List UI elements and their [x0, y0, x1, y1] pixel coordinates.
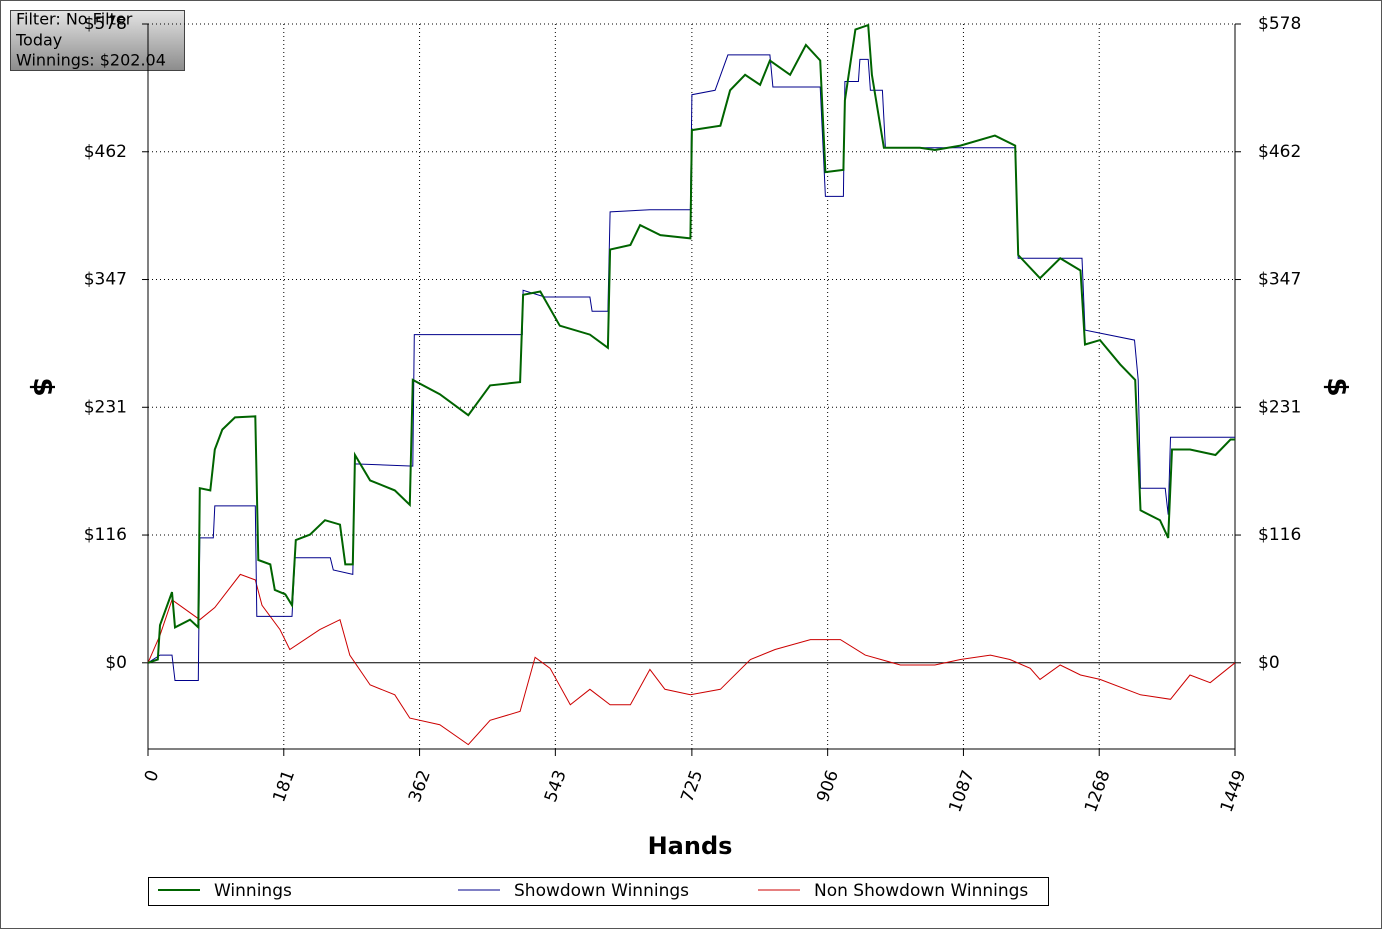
- y2-axis-label: $: [1321, 377, 1354, 396]
- y-tick-label: $347: [84, 270, 127, 290]
- y-axis-label: $: [27, 377, 60, 396]
- info-text: Filter: No Filter: [16, 10, 133, 29]
- y-tick-label: $116: [84, 525, 127, 545]
- y2-tick-label: $578: [1258, 14, 1301, 34]
- y2-tick-label: $231: [1258, 397, 1301, 417]
- y2-tick-label: $0: [1258, 653, 1280, 673]
- y2-tick-label: $347: [1258, 270, 1301, 290]
- y2-tick-label: $116: [1258, 525, 1301, 545]
- legend-label: Non Showdown Winnings: [814, 881, 1028, 901]
- y-tick-label: $231: [84, 397, 127, 417]
- series-line: [147, 573, 1236, 746]
- y-tick-label: $462: [84, 142, 127, 162]
- info-box: [10, 10, 185, 71]
- info-text: Today: [15, 31, 62, 50]
- y-tick-label: $0: [105, 653, 127, 673]
- y-tick-label: $578: [84, 14, 127, 34]
- legend-label: Showdown Winnings: [514, 881, 689, 901]
- info-text: Winnings: $202.04: [16, 51, 166, 70]
- x-axis-label: Hands: [648, 832, 733, 860]
- legend: [148, 877, 1049, 906]
- y2-tick-label: $462: [1258, 142, 1301, 162]
- series-line: [147, 23, 1235, 664]
- legend-label: Winnings: [214, 881, 292, 901]
